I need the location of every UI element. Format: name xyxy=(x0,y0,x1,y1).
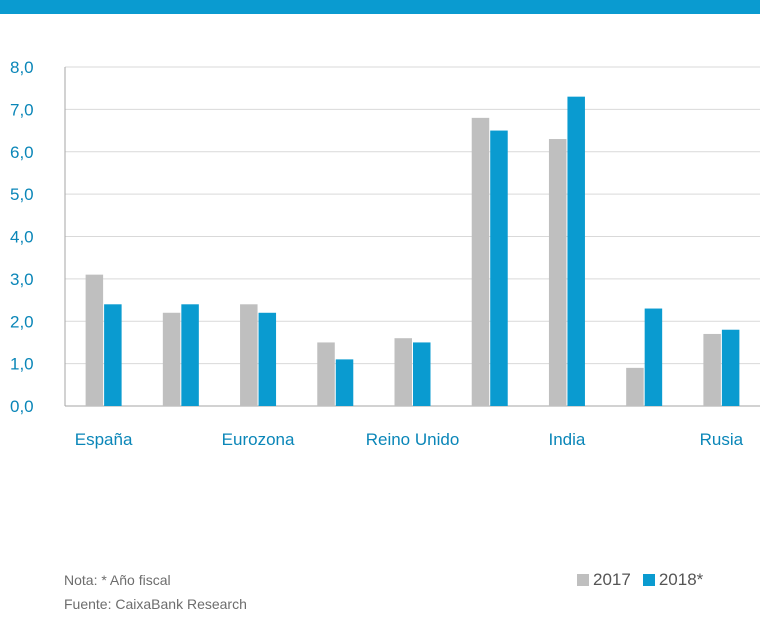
bars xyxy=(85,96,740,406)
header-bar xyxy=(0,0,760,14)
bar-2018-4 xyxy=(413,342,431,406)
bar-2018-3 xyxy=(335,359,354,406)
bar-2017-0 xyxy=(85,274,104,406)
legend-item-2018: 2018* xyxy=(642,570,704,590)
bar-2018-6 xyxy=(567,96,585,406)
chart-note: Nota: * Año fiscal xyxy=(64,572,171,588)
x-category-label: Eurozona xyxy=(222,430,295,449)
legend: 2017 2018* xyxy=(565,570,703,590)
y-axis-ticks: 0,0 1,0 2,0 3,0 4,0 5,0 6,0 7,0 8,0 xyxy=(10,58,34,416)
bar-2017-7 xyxy=(626,367,644,406)
y-tick-label: 7,0 xyxy=(10,100,34,119)
x-category-label: Reino Unido xyxy=(366,430,460,449)
legend-item-2017: 2017 xyxy=(577,570,631,590)
x-category-label: España xyxy=(75,430,133,449)
bar-2018-0 xyxy=(104,304,122,406)
bar-2017-2 xyxy=(240,304,258,406)
bar-2017-1 xyxy=(162,312,181,406)
gridlines xyxy=(64,66,760,407)
legend-label-2017: 2017 xyxy=(593,570,631,589)
bar-2017-3 xyxy=(317,342,335,406)
y-tick-label: 4,0 xyxy=(10,228,34,247)
bar-2017-4 xyxy=(394,338,412,406)
bar-2017-5 xyxy=(471,117,490,406)
y-tick-label: 2,0 xyxy=(10,312,34,331)
bar-2018-7 xyxy=(644,308,663,406)
y-tick-label: 1,0 xyxy=(10,355,34,374)
y-tick-label: 0,0 xyxy=(10,397,34,416)
y-tick-label: 6,0 xyxy=(10,143,34,162)
bar-2018-1 xyxy=(181,304,199,406)
bar-chart: 0,0 1,0 2,0 3,0 4,0 5,0 6,0 7,0 8,0 España Eurozo… xyxy=(10,58,760,449)
bar-2018-8 xyxy=(721,329,740,406)
chart-source: Fuente: CaixaBank Research xyxy=(64,596,247,612)
bar-2018-2 xyxy=(258,312,277,406)
x-category-label: India xyxy=(549,430,586,449)
bar-2017-8 xyxy=(703,333,721,406)
y-tick-label: 5,0 xyxy=(10,185,34,204)
legend-swatch-2017 xyxy=(577,574,589,586)
legend-label-2018: 2018* xyxy=(658,570,704,589)
y-tick-label: 3,0 xyxy=(10,270,34,289)
bar-2018-5 xyxy=(490,130,508,406)
legend-swatch-2018 xyxy=(642,574,655,586)
y-tick-label: 8,0 xyxy=(10,58,34,77)
x-category-label: Rusia xyxy=(700,430,744,449)
bar-2017-6 xyxy=(548,139,567,406)
x-axis-labels: España Eurozona Reino Unido India Rusia xyxy=(75,430,744,449)
